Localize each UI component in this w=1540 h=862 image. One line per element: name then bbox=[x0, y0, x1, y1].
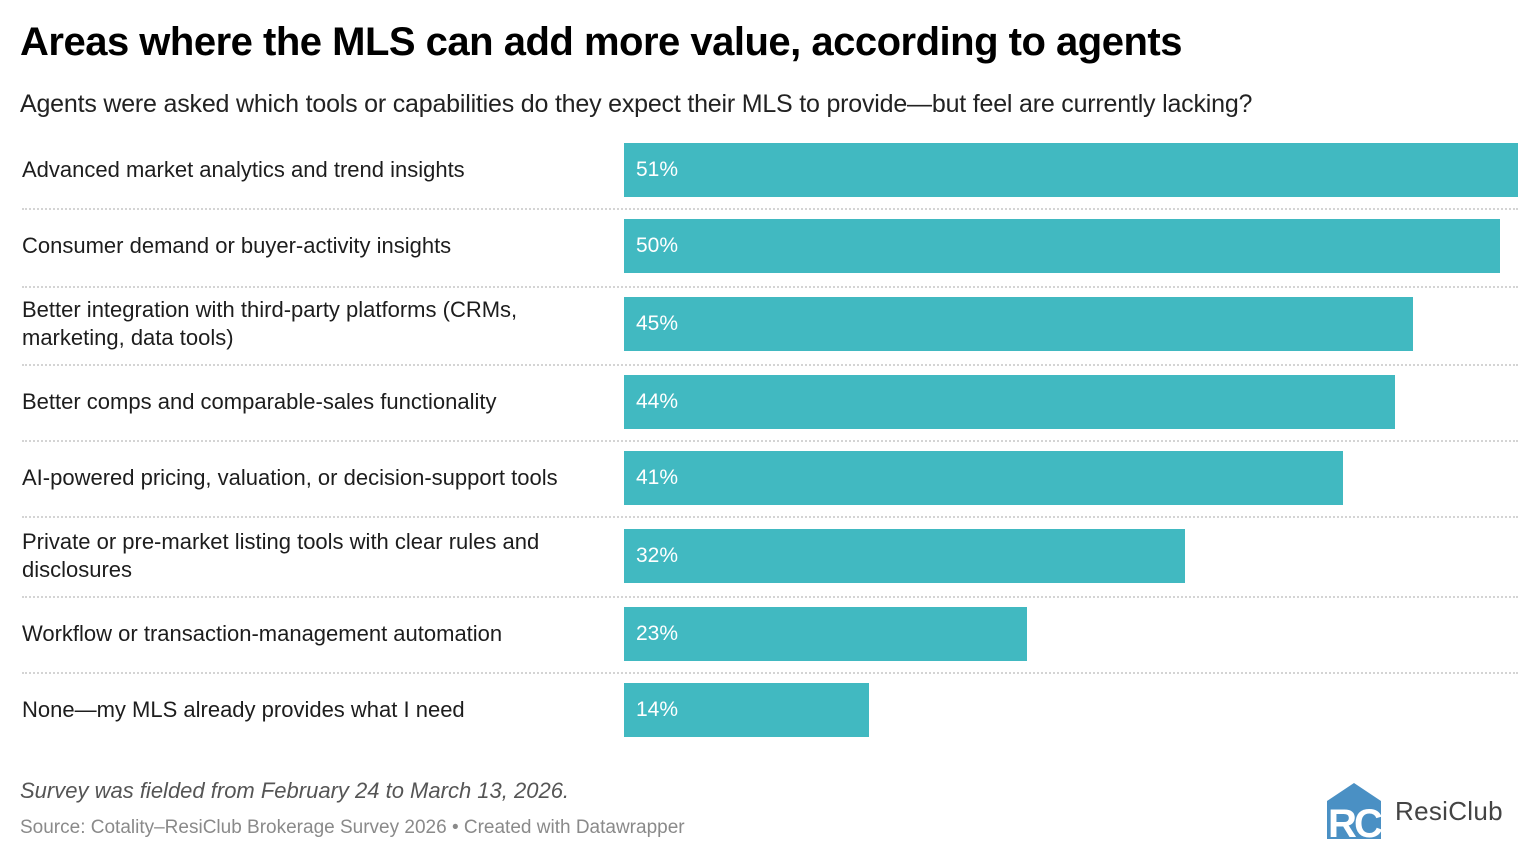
svg-text:C: C bbox=[1354, 802, 1383, 839]
row-separator bbox=[22, 672, 1518, 674]
logo-text: ResiClub bbox=[1395, 795, 1503, 826]
bar: 32% bbox=[624, 529, 1185, 583]
bar: 41% bbox=[624, 451, 1343, 505]
source-credit: Source: Cotality–ResiClub Brokerage Surv… bbox=[20, 817, 685, 838]
bar-value-label: 51% bbox=[636, 158, 679, 181]
row-separator bbox=[22, 516, 1518, 518]
bar: 51% bbox=[624, 143, 1518, 197]
bar: 14% bbox=[624, 683, 869, 737]
row-separator bbox=[22, 596, 1518, 598]
bar-value-label: 45% bbox=[636, 312, 679, 335]
category-label-text: Better comps and comparable-sales functi… bbox=[22, 389, 497, 414]
resiclub-house-logo-icon: R C bbox=[1327, 783, 1383, 839]
bar-value-label: 41% bbox=[636, 466, 679, 489]
bar-value-label: 50% bbox=[636, 234, 679, 257]
category-label: Better integration with third-party plat… bbox=[22, 294, 617, 354]
bar-value-label: 14% bbox=[636, 698, 679, 721]
category-label: Workflow or transaction-management autom… bbox=[22, 604, 617, 664]
row-separator bbox=[22, 208, 1518, 210]
chart-subtitle: Agents were asked which tools or capabil… bbox=[20, 90, 1253, 118]
resiclub-logo: R C ResiClub bbox=[1325, 783, 1503, 839]
chart-title: Areas where the MLS can add more value, … bbox=[20, 20, 1182, 64]
category-label: Advanced market analytics and trend insi… bbox=[22, 140, 617, 200]
survey-note: Survey was fielded from February 24 to M… bbox=[20, 778, 570, 803]
category-label-text: Workflow or transaction-management autom… bbox=[22, 621, 503, 646]
category-label: Private or pre-market listing tools with… bbox=[22, 526, 617, 586]
bar-chart: Advanced market analytics and trend insi… bbox=[0, 132, 1540, 752]
category-label: None—my MLS already provides what I need bbox=[22, 680, 617, 740]
row-separator bbox=[22, 286, 1518, 288]
bar-value-label: 32% bbox=[636, 544, 679, 567]
bar-value-label: 23% bbox=[636, 622, 679, 645]
bar: 45% bbox=[624, 297, 1413, 351]
bar: 44% bbox=[624, 375, 1395, 429]
bar: 23% bbox=[624, 607, 1027, 661]
category-label: AI-powered pricing, valuation, or decisi… bbox=[22, 448, 617, 508]
category-label: Better comps and comparable-sales functi… bbox=[22, 372, 617, 432]
category-label-text: None—my MLS already provides what I need bbox=[22, 697, 465, 722]
category-label-text: Consumer demand or buyer-activity insigh… bbox=[22, 233, 452, 258]
category-label-text: Advanced market analytics and trend insi… bbox=[22, 157, 465, 182]
svg-text:R: R bbox=[1328, 802, 1357, 839]
row-separator bbox=[22, 440, 1518, 442]
category-label-text: AI-powered pricing, valuation, or decisi… bbox=[22, 465, 558, 490]
category-label: Consumer demand or buyer-activity insigh… bbox=[22, 216, 617, 276]
row-separator bbox=[22, 364, 1518, 366]
bar-value-label: 44% bbox=[636, 390, 679, 413]
category-label-text: Better integration with third-party plat… bbox=[22, 297, 518, 350]
bar: 50% bbox=[624, 219, 1500, 273]
category-label-text: Private or pre-market listing tools with… bbox=[22, 529, 540, 582]
